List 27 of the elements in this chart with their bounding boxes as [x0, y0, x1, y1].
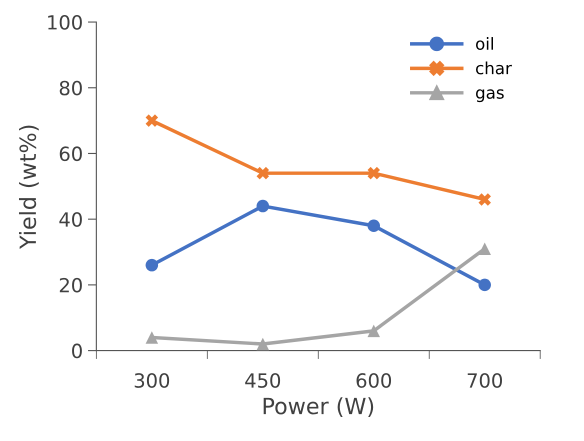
x-tick-label: 300 [134, 373, 170, 388]
y-tick-label: 60 [60, 146, 82, 162]
x-tick-label: 450 [245, 373, 280, 388]
y-tick-label: 20 [60, 278, 82, 293]
y-tick-label: 100 [48, 15, 82, 30]
legend-label: char [476, 62, 512, 74]
y-tick-label: 0 [72, 344, 82, 358]
point [368, 219, 380, 232]
y-tick-label: 80 [60, 80, 82, 96]
point [368, 324, 380, 338]
legend-label: oil [476, 37, 493, 50]
y-tick-label: 40 [59, 212, 82, 227]
point [146, 114, 158, 127]
point [368, 166, 380, 180]
point [146, 331, 158, 344]
point [146, 258, 158, 272]
x-tick-label: 700 [468, 373, 502, 388]
y-axis-title: Yield (wt%) [18, 126, 39, 250]
point [256, 338, 270, 350]
legend-label: gas [476, 89, 504, 102]
point [478, 278, 491, 292]
point [478, 193, 491, 206]
x-axis-title: Power (W) [264, 397, 374, 418]
point [478, 242, 491, 255]
point [256, 166, 270, 180]
point [256, 200, 270, 212]
x-tick-label: 600 [356, 373, 392, 388]
